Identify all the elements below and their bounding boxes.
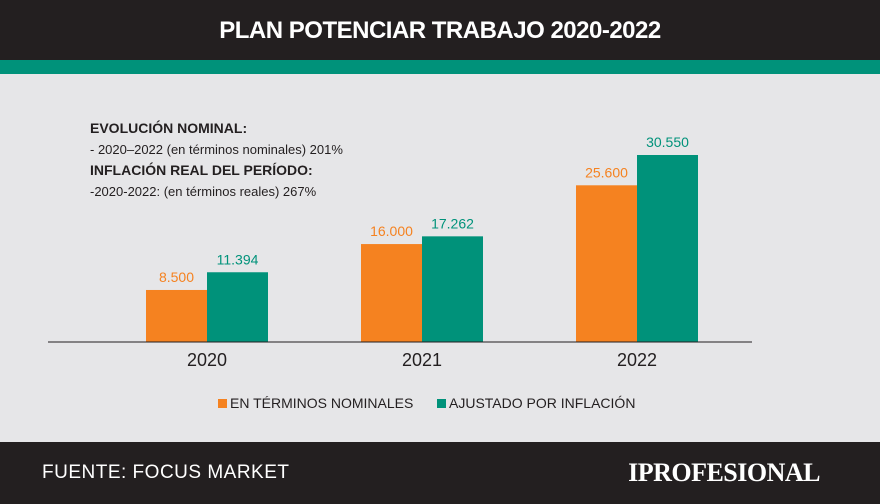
x-tick-label-2021: 2021 (402, 350, 442, 370)
legend-swatch-adjusted (437, 399, 446, 408)
bar-adjusted-2021 (422, 236, 483, 342)
notes-block: EVOLUCIÓN NOMINAL: - 2020–2022 (en térmi… (90, 118, 410, 202)
header-bar (0, 0, 880, 60)
note-nominal-detail: - 2020–2022 (en términos nominales) 201% (90, 142, 343, 157)
legend-label-adjusted: AJUSTADO POR INFLACIÓN (449, 395, 635, 411)
data-label-nominal-2020: 8.500 (159, 269, 194, 285)
accent-band (0, 60, 880, 74)
data-label-adjusted-2021: 17.262 (431, 215, 474, 231)
bar-adjusted-2020 (207, 272, 268, 342)
brand-logo: IPROFESIONAL (628, 458, 820, 487)
page-title: PLAN POTENCIAR TRABAJO 2020-2022 (219, 17, 661, 44)
note-heading-nominal: EVOLUCIÓN NOMINAL: (90, 120, 248, 136)
bar-nominal-2021 (361, 244, 422, 342)
bar-nominal-2020 (146, 289, 207, 342)
legend-label-nominal: EN TÉRMINOS NOMINALES (230, 395, 413, 411)
data-label-adjusted-2022: 30.550 (646, 134, 689, 150)
bar-adjusted-2022 (637, 155, 698, 342)
note-inflation-detail: -2020-2022: (en términos reales) 267% (90, 184, 317, 199)
bar-nominal-2022 (576, 185, 637, 342)
data-label-nominal-2022: 25.600 (585, 164, 628, 180)
x-tick-label-2022: 2022 (617, 350, 657, 370)
footer-bar (0, 442, 880, 504)
x-tick-label-2020: 2020 (187, 350, 227, 370)
note-heading-inflation: INFLACIÓN REAL DEL PERÍODO: (90, 162, 313, 178)
source-credit: FUENTE: FOCUS MARKET (42, 462, 290, 483)
data-label-adjusted-2020: 11.394 (217, 251, 259, 267)
legend-swatch-nominal (218, 399, 227, 408)
data-label-nominal-2021: 16.000 (370, 223, 413, 239)
